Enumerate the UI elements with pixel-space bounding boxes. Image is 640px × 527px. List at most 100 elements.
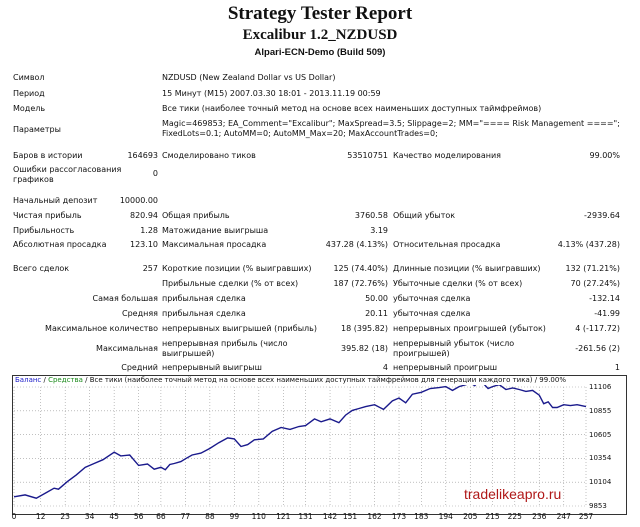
abs-drawdown-value: 123.10 — [130, 240, 158, 249]
symbol-label: Символ — [13, 73, 45, 82]
max-count-label: Максимальное количество — [45, 324, 158, 333]
legend-balance: Баланс — [15, 376, 42, 384]
loss-trades-label: Убыточные сделки (% от всех) — [393, 279, 523, 288]
maximal-profit-label-2: выигрышей) — [162, 349, 215, 358]
report-title: Strategy Tester Report — [227, 3, 413, 24]
long-positions-value: 132 (71.21%) — [565, 264, 620, 273]
avg-consecutive-label: Средний — [121, 363, 158, 372]
balance-series-line — [13, 379, 587, 499]
legend-separator: / — [41, 376, 49, 384]
gross-profit-value: 3760.58 — [354, 211, 388, 220]
bars-label: Баров в истории — [13, 151, 83, 160]
largest-loss-value: -132.14 — [589, 294, 620, 303]
max-consecutive-wins-value: 18 (395.82) — [341, 324, 388, 333]
y-tick-label: 10855 — [589, 406, 612, 415]
chart-legend: Баланс / Средства / Все тики (наиболее т… — [14, 376, 567, 385]
x-tick-label: 23 — [60, 512, 70, 521]
x-tick-label: 151 — [342, 512, 358, 521]
maximal-loss-label-1: непрерывный убыток (число — [393, 339, 515, 348]
profit-trades-value: 187 (72.76%) — [333, 279, 388, 288]
profit-trades-label: Прибыльные сделки (% от всех) — [162, 279, 299, 288]
server-name: Alpari-ECN-Demo (Build 509) — [254, 47, 386, 58]
max-consecutive-wins-label: непрерывных выигрышей (прибыль) — [162, 324, 317, 333]
avg-consecutive-wins-label: непрерывный выигрыш — [162, 363, 262, 372]
x-tick-label: 77 — [180, 512, 191, 521]
max-drawdown-label: Максимальная просадка — [162, 240, 267, 249]
chart-frame — [12, 375, 627, 515]
profit-factor-value: 1.28 — [140, 226, 158, 235]
x-tick-label: 121 — [276, 512, 291, 521]
largest-profit-value: 50.00 — [365, 294, 388, 303]
short-positions-label: Короткие позиции (% выигравших) — [162, 264, 312, 273]
x-tick-label: 142 — [322, 512, 338, 521]
largest-loss-label: убыточная сделка — [393, 294, 471, 303]
chart-grid — [13, 386, 587, 507]
long-positions-label: Длинные позиции (% выигравших) — [393, 264, 541, 273]
loss-trades-value: 70 (27.24%) — [570, 279, 620, 288]
y-tick-label: 10104 — [589, 478, 612, 487]
largest-label: Самая большая — [92, 294, 158, 303]
watermark: tradelikeapro.ru — [464, 486, 562, 502]
x-tick-label: 236 — [532, 512, 547, 521]
average-profit-label: прибыльная сделка — [162, 309, 246, 318]
expert-name: Excalibur 1.2_NZDUSD — [242, 27, 398, 43]
x-tick-label: 215 — [485, 512, 500, 521]
x-tick-label: 131 — [298, 512, 313, 521]
ticks-value: 53510751 — [347, 151, 388, 160]
quality-value: 99.00% — [589, 151, 620, 160]
y-tick-label: 11106 — [589, 383, 612, 391]
x-tick-label: 173 — [391, 512, 407, 521]
period-label: Период — [13, 89, 45, 98]
maximal-profit-label-1: непрерывная прибыль (число — [162, 339, 288, 348]
x-tick-label: 0 — [11, 512, 17, 521]
legend-equity: Средства — [48, 376, 83, 384]
gross-loss-value: -2939.64 — [584, 211, 620, 220]
y-tick-label: 9853 — [589, 502, 607, 510]
x-tick-label: 183 — [414, 512, 429, 521]
max-consecutive-losses-value: 4 (-117.72) — [575, 324, 620, 333]
avg-consecutive-losses-value: 1 — [614, 363, 620, 372]
expected-payoff-label: Матожидание выигрыша — [162, 226, 269, 235]
y-tick-label: 10605 — [589, 430, 612, 439]
bars-value: 164693 — [127, 151, 158, 160]
rel-drawdown-value: 4.13% (437.28) — [557, 240, 620, 249]
largest-profit-label: прибыльная сделка — [162, 294, 246, 303]
deposit-label: Начальный депозит — [13, 196, 98, 205]
errors-label-2: графиков — [13, 175, 54, 184]
x-tick-label: 88 — [205, 512, 215, 521]
net-profit-label: Чистая прибыль — [13, 211, 82, 220]
y-tick-label: 10354 — [589, 454, 612, 463]
x-tick-label: 34 — [84, 512, 95, 521]
average-loss-value: -41.99 — [594, 309, 620, 318]
x-tick-label: 225 — [507, 512, 522, 521]
x-tick-label: 45 — [109, 512, 119, 521]
ticks-label: Смоделировано тиков — [162, 151, 256, 160]
model-value: Все тики (наиболее точный метод на основ… — [162, 104, 542, 113]
quality-label: Качество моделирования — [393, 151, 501, 160]
max-consecutive-losses-label: непрерывных проигрышей (убыток) — [393, 324, 546, 333]
avg-consecutive-losses-label: непрерывный проигрыш — [393, 363, 498, 372]
params-label: Параметры — [13, 125, 61, 134]
balance-chart — [12, 375, 627, 515]
x-tick-label: 12 — [35, 512, 46, 521]
gross-loss-label: Общий убыток — [393, 211, 456, 220]
profit-factor-label: Прибыльность — [13, 226, 75, 235]
max-drawdown-value: 437.28 (4.13%) — [325, 240, 388, 249]
maximal-label: Максимальная — [96, 344, 158, 353]
expected-payoff-value: 3.19 — [370, 226, 388, 235]
x-tick-label: 56 — [133, 512, 144, 521]
legend-description: / Все тики (наиболее точный метод на осн… — [82, 376, 566, 384]
maximal-loss-label-2: проигрышей) — [393, 349, 450, 358]
x-tick-label: 194 — [438, 512, 453, 521]
maximal-loss-value: -261.56 (2) — [575, 344, 620, 353]
deposit-value: 10000.00 — [119, 196, 158, 205]
average-label: Средняя — [122, 309, 158, 318]
rel-drawdown-label: Относительная просадка — [393, 240, 501, 249]
net-profit-value: 820.94 — [130, 211, 158, 220]
params-line-1: Magic=469853; EA_Comment="Excalibur"; Ma… — [162, 119, 620, 128]
symbol-value: NZDUSD (New Zealand Dollar vs US Dollar) — [162, 73, 336, 82]
maximal-profit-value: 395.82 (18) — [341, 344, 388, 353]
x-tick-label: 99 — [229, 512, 240, 521]
x-tick-label: 162 — [367, 512, 382, 521]
total-trades-value: 257 — [142, 264, 158, 273]
